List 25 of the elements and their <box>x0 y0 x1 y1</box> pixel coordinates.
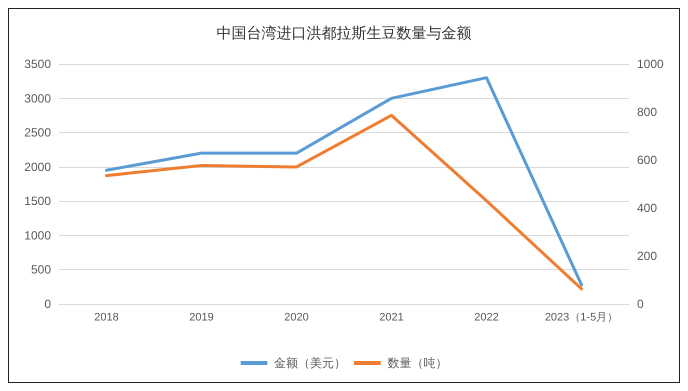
x-tick-label: 2018 <box>94 312 119 324</box>
y2-tick-label: 1000 <box>637 57 664 71</box>
y-tick-label: 3500 <box>24 57 52 71</box>
x-tick-label: 2019 <box>189 312 214 324</box>
y-tick-label: 2500 <box>24 126 52 140</box>
y-tick-label: 500 <box>30 262 52 277</box>
y2-tick-label: 200 <box>637 249 658 263</box>
y-tick-label: 3000 <box>24 91 52 106</box>
y2-tick-label: 400 <box>637 201 658 215</box>
chart-title: 中国台湾进口洪都拉斯生豆数量与金额 <box>216 25 472 42</box>
legend-label: 金额（美元） <box>274 356 346 370</box>
x-tick-label: 2021 <box>379 312 404 324</box>
y-tick-label: 2000 <box>24 160 52 174</box>
line-series <box>105 76 583 286</box>
y-tick-label: 1000 <box>24 228 52 242</box>
y-tick-label: 1500 <box>24 194 52 208</box>
y2-tick-label: 800 <box>637 105 658 119</box>
x-tick-label: 2020 <box>284 312 309 324</box>
y2-tick-label: 0 <box>637 297 644 311</box>
x-tick-label: 2023（1-5月） <box>544 312 618 324</box>
y-tick-label: 0 <box>44 297 52 311</box>
legend-label: 数量（吨） <box>387 356 448 370</box>
y2-tick-label: 600 <box>637 153 658 167</box>
line-series <box>105 114 583 290</box>
x-tick-label: 2022 <box>474 312 499 324</box>
